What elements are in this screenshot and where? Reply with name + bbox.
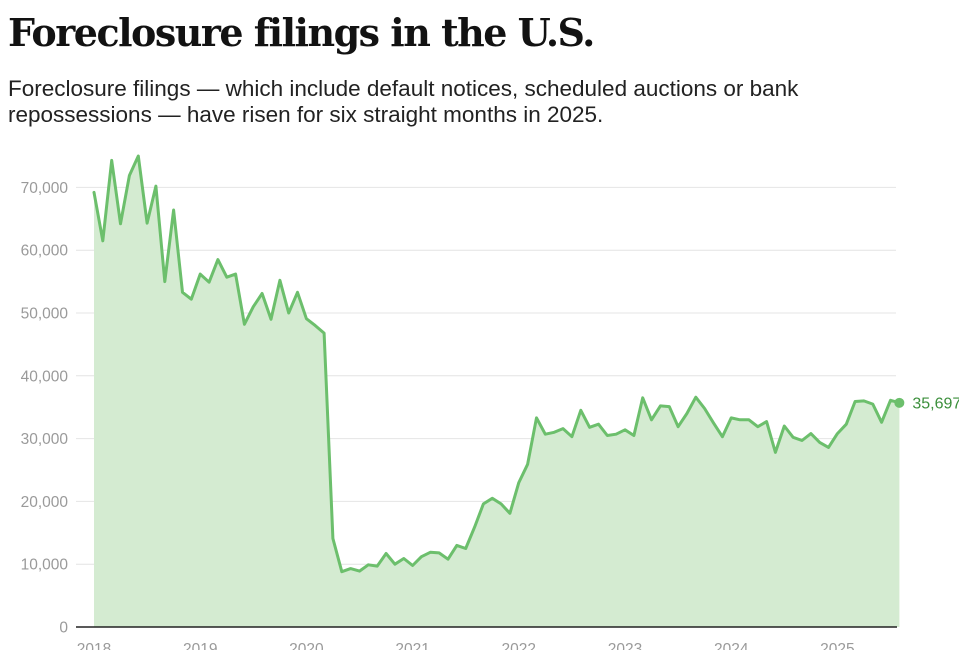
y-tick-label: 0 [59,620,68,637]
y-tick-label: 40,000 [21,368,69,385]
end-value-label: 35,697 [912,395,959,412]
y-tick-label: 20,000 [21,494,69,511]
y-tick-label: 50,000 [21,306,69,323]
x-tick-label: 2020 [289,641,324,650]
x-tick-label: 2025 [820,641,854,650]
y-tick-label: 60,000 [21,243,69,260]
x-tick-label: 2023 [608,641,642,650]
area-fill [94,156,900,627]
x-axis: 2018 2019 2020 2021 2022 2023 2024 2025 [76,626,897,650]
chart-title: Foreclosure filings in the U.S. [8,10,595,55]
series-line [92,154,901,574]
x-tick-label: 2019 [183,641,217,650]
y-tick-label: 10,000 [21,557,69,574]
end-marker-group: 35,697 [894,395,959,412]
y-tick-label: 70,000 [21,180,69,197]
series-line-layer [92,154,901,574]
y-tick-label: 30,000 [21,431,69,448]
x-tick-label: 2018 [77,641,111,650]
y-axis: 0 10,000 20,000 30,000 40,000 50,000 60,000 70,… [21,180,69,637]
end-point-marker [894,397,905,408]
chart-subtitle: Foreclosure filings — which include defa… [8,76,799,127]
x-tick-label: 2021 [395,641,429,650]
area-fill-layer [94,156,900,627]
x-tick-label: 2024 [714,641,749,650]
x-tick-label: 2022 [502,641,536,650]
